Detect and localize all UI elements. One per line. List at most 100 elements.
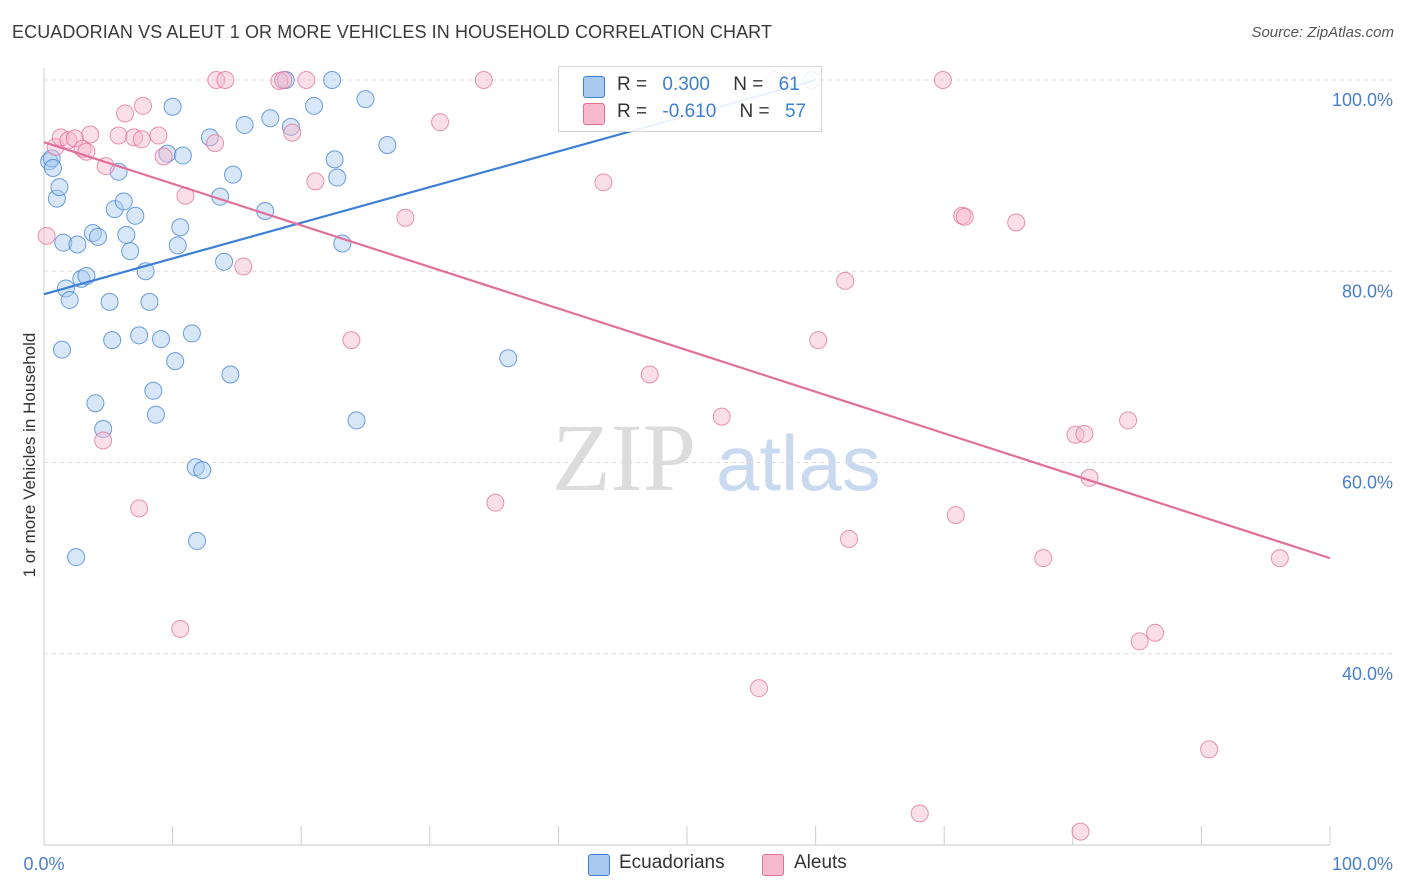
data-point [215, 252, 234, 271]
y-tick-label: 60.0% [1342, 473, 1393, 493]
data-point [182, 324, 201, 343]
data-point [221, 365, 240, 384]
data-point [126, 206, 145, 225]
data-point [328, 168, 347, 187]
legend-swatch-ecuadorians [583, 76, 605, 98]
data-point [134, 96, 153, 115]
data-point [54, 233, 73, 252]
data-point [342, 331, 361, 350]
data-point [105, 200, 124, 219]
legend-r-label: R = [617, 74, 648, 95]
data-point [955, 207, 974, 226]
data-point [224, 165, 243, 184]
data-point [166, 352, 185, 371]
legend-n-value: 57 [784, 101, 807, 122]
data-point [206, 134, 225, 153]
x-tick-label: 100.0% [1332, 854, 1393, 874]
data-point [114, 192, 133, 211]
data-point [140, 292, 159, 311]
data-point [154, 147, 173, 166]
legend-n-label: N = [733, 74, 764, 95]
data-point [499, 349, 518, 368]
data-point [1270, 549, 1289, 568]
gridlines [44, 79, 1393, 655]
data-point [144, 381, 163, 400]
data-point [297, 71, 316, 89]
data-point [59, 131, 78, 150]
data-point [149, 126, 168, 145]
data-point [1066, 425, 1085, 444]
data-point [42, 149, 61, 168]
data-point [283, 123, 302, 142]
data-point [235, 115, 254, 134]
legend-n-label: N = [739, 101, 770, 122]
data-point [146, 405, 165, 424]
data-point [305, 96, 324, 115]
data-point [474, 71, 493, 89]
data-point [809, 331, 828, 350]
data-point [396, 208, 415, 227]
data-point [1034, 549, 1053, 568]
data-point [347, 411, 366, 430]
data-point [1119, 411, 1138, 430]
data-point [171, 218, 190, 237]
y-tick-label: 100.0% [1332, 90, 1393, 110]
data-point [173, 146, 192, 165]
data-point [37, 226, 56, 245]
legend-r-value: -0.610 [662, 101, 717, 122]
data-point [1200, 740, 1219, 759]
data-point [65, 129, 84, 148]
correlation-legend: R = 0.300 N = 61 R = -0.610 N = 57 [558, 66, 822, 132]
data-point [47, 189, 66, 208]
watermark-zip: ZIP [552, 404, 696, 511]
data-point [261, 109, 280, 128]
data-point [910, 804, 929, 823]
data-point [67, 548, 86, 567]
y-tick-label: 40.0% [1342, 664, 1393, 684]
data-point [1071, 822, 1090, 841]
y-tick-label: 80.0% [1342, 281, 1393, 301]
data-point [89, 227, 108, 246]
data-point [486, 493, 505, 512]
data-point [274, 71, 293, 89]
data-point [130, 499, 149, 518]
data-point [77, 142, 96, 161]
data-point [116, 104, 135, 123]
axes [43, 68, 1331, 846]
trend-line-aleuts [43, 141, 1331, 560]
data-point [1007, 213, 1026, 232]
series-ecuadorians [40, 71, 821, 567]
data-point [1075, 424, 1094, 443]
data-point [640, 365, 659, 384]
data-point [200, 128, 219, 147]
data-point [1146, 623, 1165, 642]
x-tick-label: 0.0% [23, 854, 64, 874]
data-point [1130, 632, 1149, 651]
data-point [750, 679, 769, 698]
chart-source: Source: ZipAtlas.com [1251, 24, 1394, 41]
legend-n-value: 61 [778, 74, 800, 95]
data-point [53, 340, 72, 359]
data-point [712, 407, 731, 426]
data-point [836, 271, 855, 290]
legend-r-label: R = [617, 101, 648, 122]
data-point [946, 506, 965, 525]
data-point [193, 461, 212, 480]
data-point [86, 394, 105, 413]
data-point [356, 90, 375, 109]
chart-title: ECUADORIAN VS ALEUT 1 OR MORE VEHICLES I… [12, 22, 773, 42]
data-point [234, 257, 253, 276]
data-point [431, 113, 450, 132]
data-point [168, 236, 187, 255]
data-point [378, 136, 397, 155]
tick-labels: 40.0% 60.0% 80.0% 100.0% 0.0% 100.0% [23, 90, 1393, 874]
data-point [323, 71, 342, 89]
data-point [132, 130, 151, 149]
bottom-legend-swatch-ecuadorians [588, 854, 610, 876]
data-point [109, 126, 128, 145]
legend-row-ecuadorians: R = 0.300 N = 61 [617, 74, 800, 100]
data-point [94, 431, 113, 450]
data-point [100, 292, 119, 311]
data-point [130, 326, 149, 345]
